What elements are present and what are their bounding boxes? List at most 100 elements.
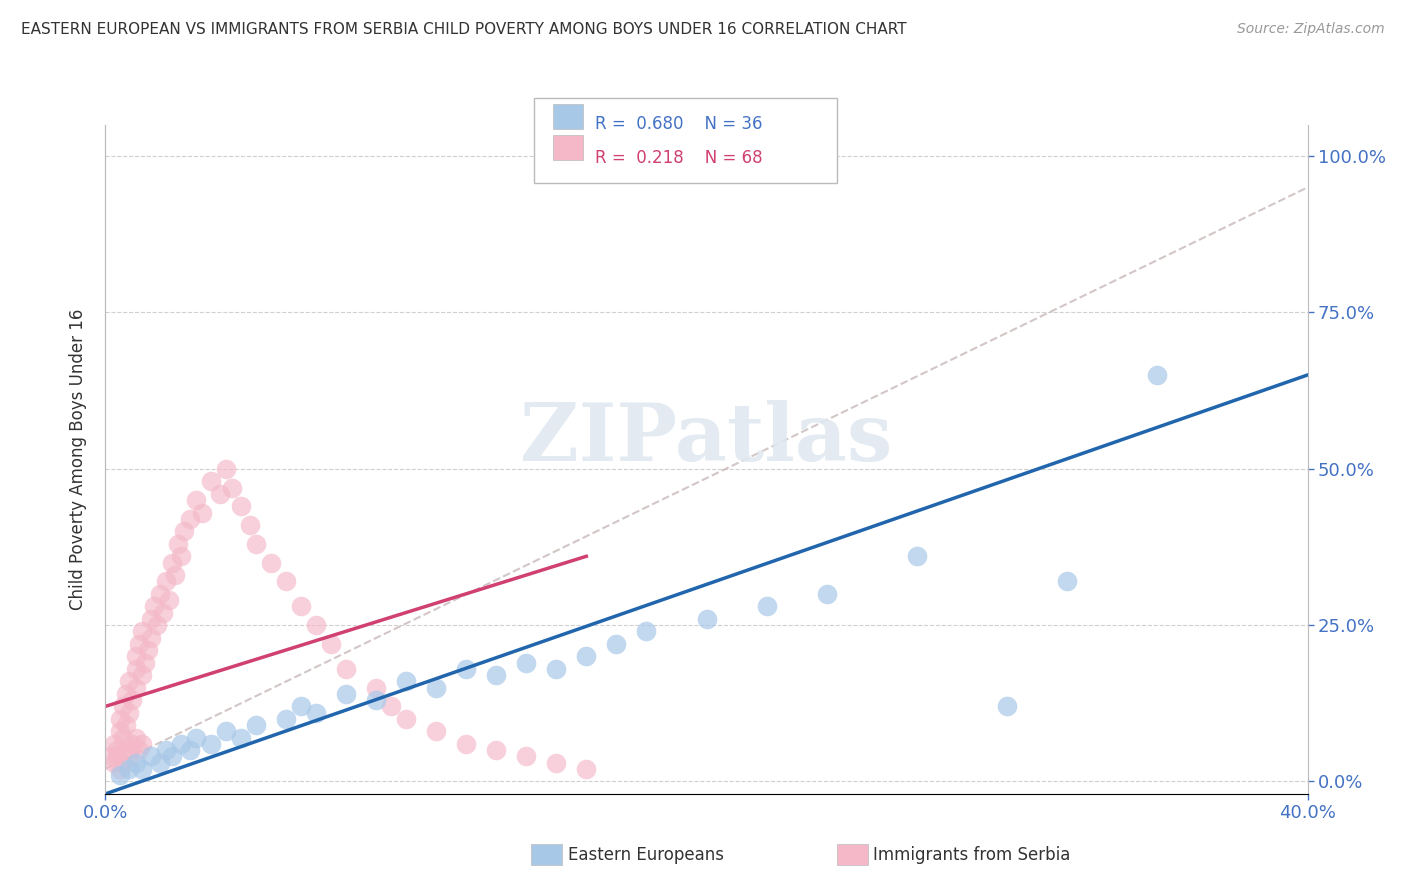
Point	[166, 537, 188, 551]
Point	[112, 699, 135, 714]
Point	[214, 462, 236, 476]
Text: Source: ZipAtlas.com: Source: ZipAtlas.com	[1237, 22, 1385, 37]
Point	[121, 693, 143, 707]
Point	[115, 743, 138, 757]
Point	[124, 681, 146, 695]
Point	[184, 493, 207, 508]
Text: R =  0.680    N = 36: R = 0.680 N = 36	[595, 115, 762, 133]
Text: Immigrants from Serbia: Immigrants from Serbia	[873, 846, 1070, 863]
Point	[184, 731, 207, 745]
Text: R =  0.218    N = 68: R = 0.218 N = 68	[595, 149, 762, 167]
Point	[290, 599, 312, 614]
Point	[485, 743, 508, 757]
Point	[229, 731, 252, 745]
Point	[148, 756, 170, 770]
Point	[245, 718, 267, 732]
Point	[173, 524, 195, 539]
Point	[425, 681, 447, 695]
Point	[515, 749, 537, 764]
Point	[239, 518, 262, 533]
Point	[208, 487, 231, 501]
Point	[200, 475, 222, 489]
Point	[136, 643, 159, 657]
Point	[103, 737, 125, 751]
Point	[605, 637, 627, 651]
Point	[485, 668, 508, 682]
Point	[103, 756, 125, 770]
Point	[124, 662, 146, 676]
Text: Eastern Europeans: Eastern Europeans	[568, 846, 724, 863]
Y-axis label: Child Poverty Among Boys Under 16: Child Poverty Among Boys Under 16	[69, 309, 87, 610]
Point	[100, 749, 122, 764]
Point	[124, 756, 146, 770]
Text: ZIPatlas: ZIPatlas	[520, 401, 893, 478]
Point	[319, 637, 342, 651]
Point	[131, 762, 153, 776]
Point	[200, 737, 222, 751]
Point	[163, 568, 186, 582]
Point	[115, 718, 138, 732]
Point	[454, 737, 477, 751]
Point	[1146, 368, 1168, 382]
Point	[134, 656, 156, 670]
Point	[118, 749, 141, 764]
Point	[110, 712, 132, 726]
Point	[112, 756, 135, 770]
Point	[160, 556, 183, 570]
Point	[546, 756, 568, 770]
Point	[152, 606, 174, 620]
Point	[190, 506, 212, 520]
Point	[131, 668, 153, 682]
Point	[515, 656, 537, 670]
Point	[124, 731, 146, 745]
Point	[128, 637, 150, 651]
Point	[110, 768, 132, 782]
Point	[815, 587, 838, 601]
Point	[755, 599, 778, 614]
Point	[115, 687, 138, 701]
Point	[160, 749, 183, 764]
Point	[112, 731, 135, 745]
Point	[179, 512, 201, 526]
Point	[245, 537, 267, 551]
Point	[121, 737, 143, 751]
Point	[139, 612, 162, 626]
Point	[221, 481, 243, 495]
Point	[995, 699, 1018, 714]
Point	[128, 743, 150, 757]
Point	[214, 724, 236, 739]
Point	[107, 749, 129, 764]
Point	[131, 737, 153, 751]
Point	[124, 649, 146, 664]
Point	[395, 674, 418, 689]
Point	[169, 549, 191, 564]
Point	[139, 749, 162, 764]
Point	[636, 624, 658, 639]
Point	[260, 556, 283, 570]
Point	[290, 699, 312, 714]
Point	[110, 762, 132, 776]
Point	[905, 549, 928, 564]
Point	[425, 724, 447, 739]
Point	[575, 649, 598, 664]
Point	[454, 662, 477, 676]
Point	[148, 587, 170, 601]
Point	[131, 624, 153, 639]
Point	[696, 612, 718, 626]
Point	[139, 631, 162, 645]
Point	[274, 712, 297, 726]
Point	[380, 699, 402, 714]
Point	[395, 712, 418, 726]
Point	[335, 662, 357, 676]
Point	[118, 762, 141, 776]
Point	[142, 599, 165, 614]
Point	[305, 618, 328, 632]
Point	[118, 706, 141, 720]
Point	[110, 724, 132, 739]
Point	[364, 693, 387, 707]
Point	[107, 743, 129, 757]
Point	[546, 662, 568, 676]
Point	[155, 574, 177, 589]
Point	[575, 762, 598, 776]
Point	[305, 706, 328, 720]
